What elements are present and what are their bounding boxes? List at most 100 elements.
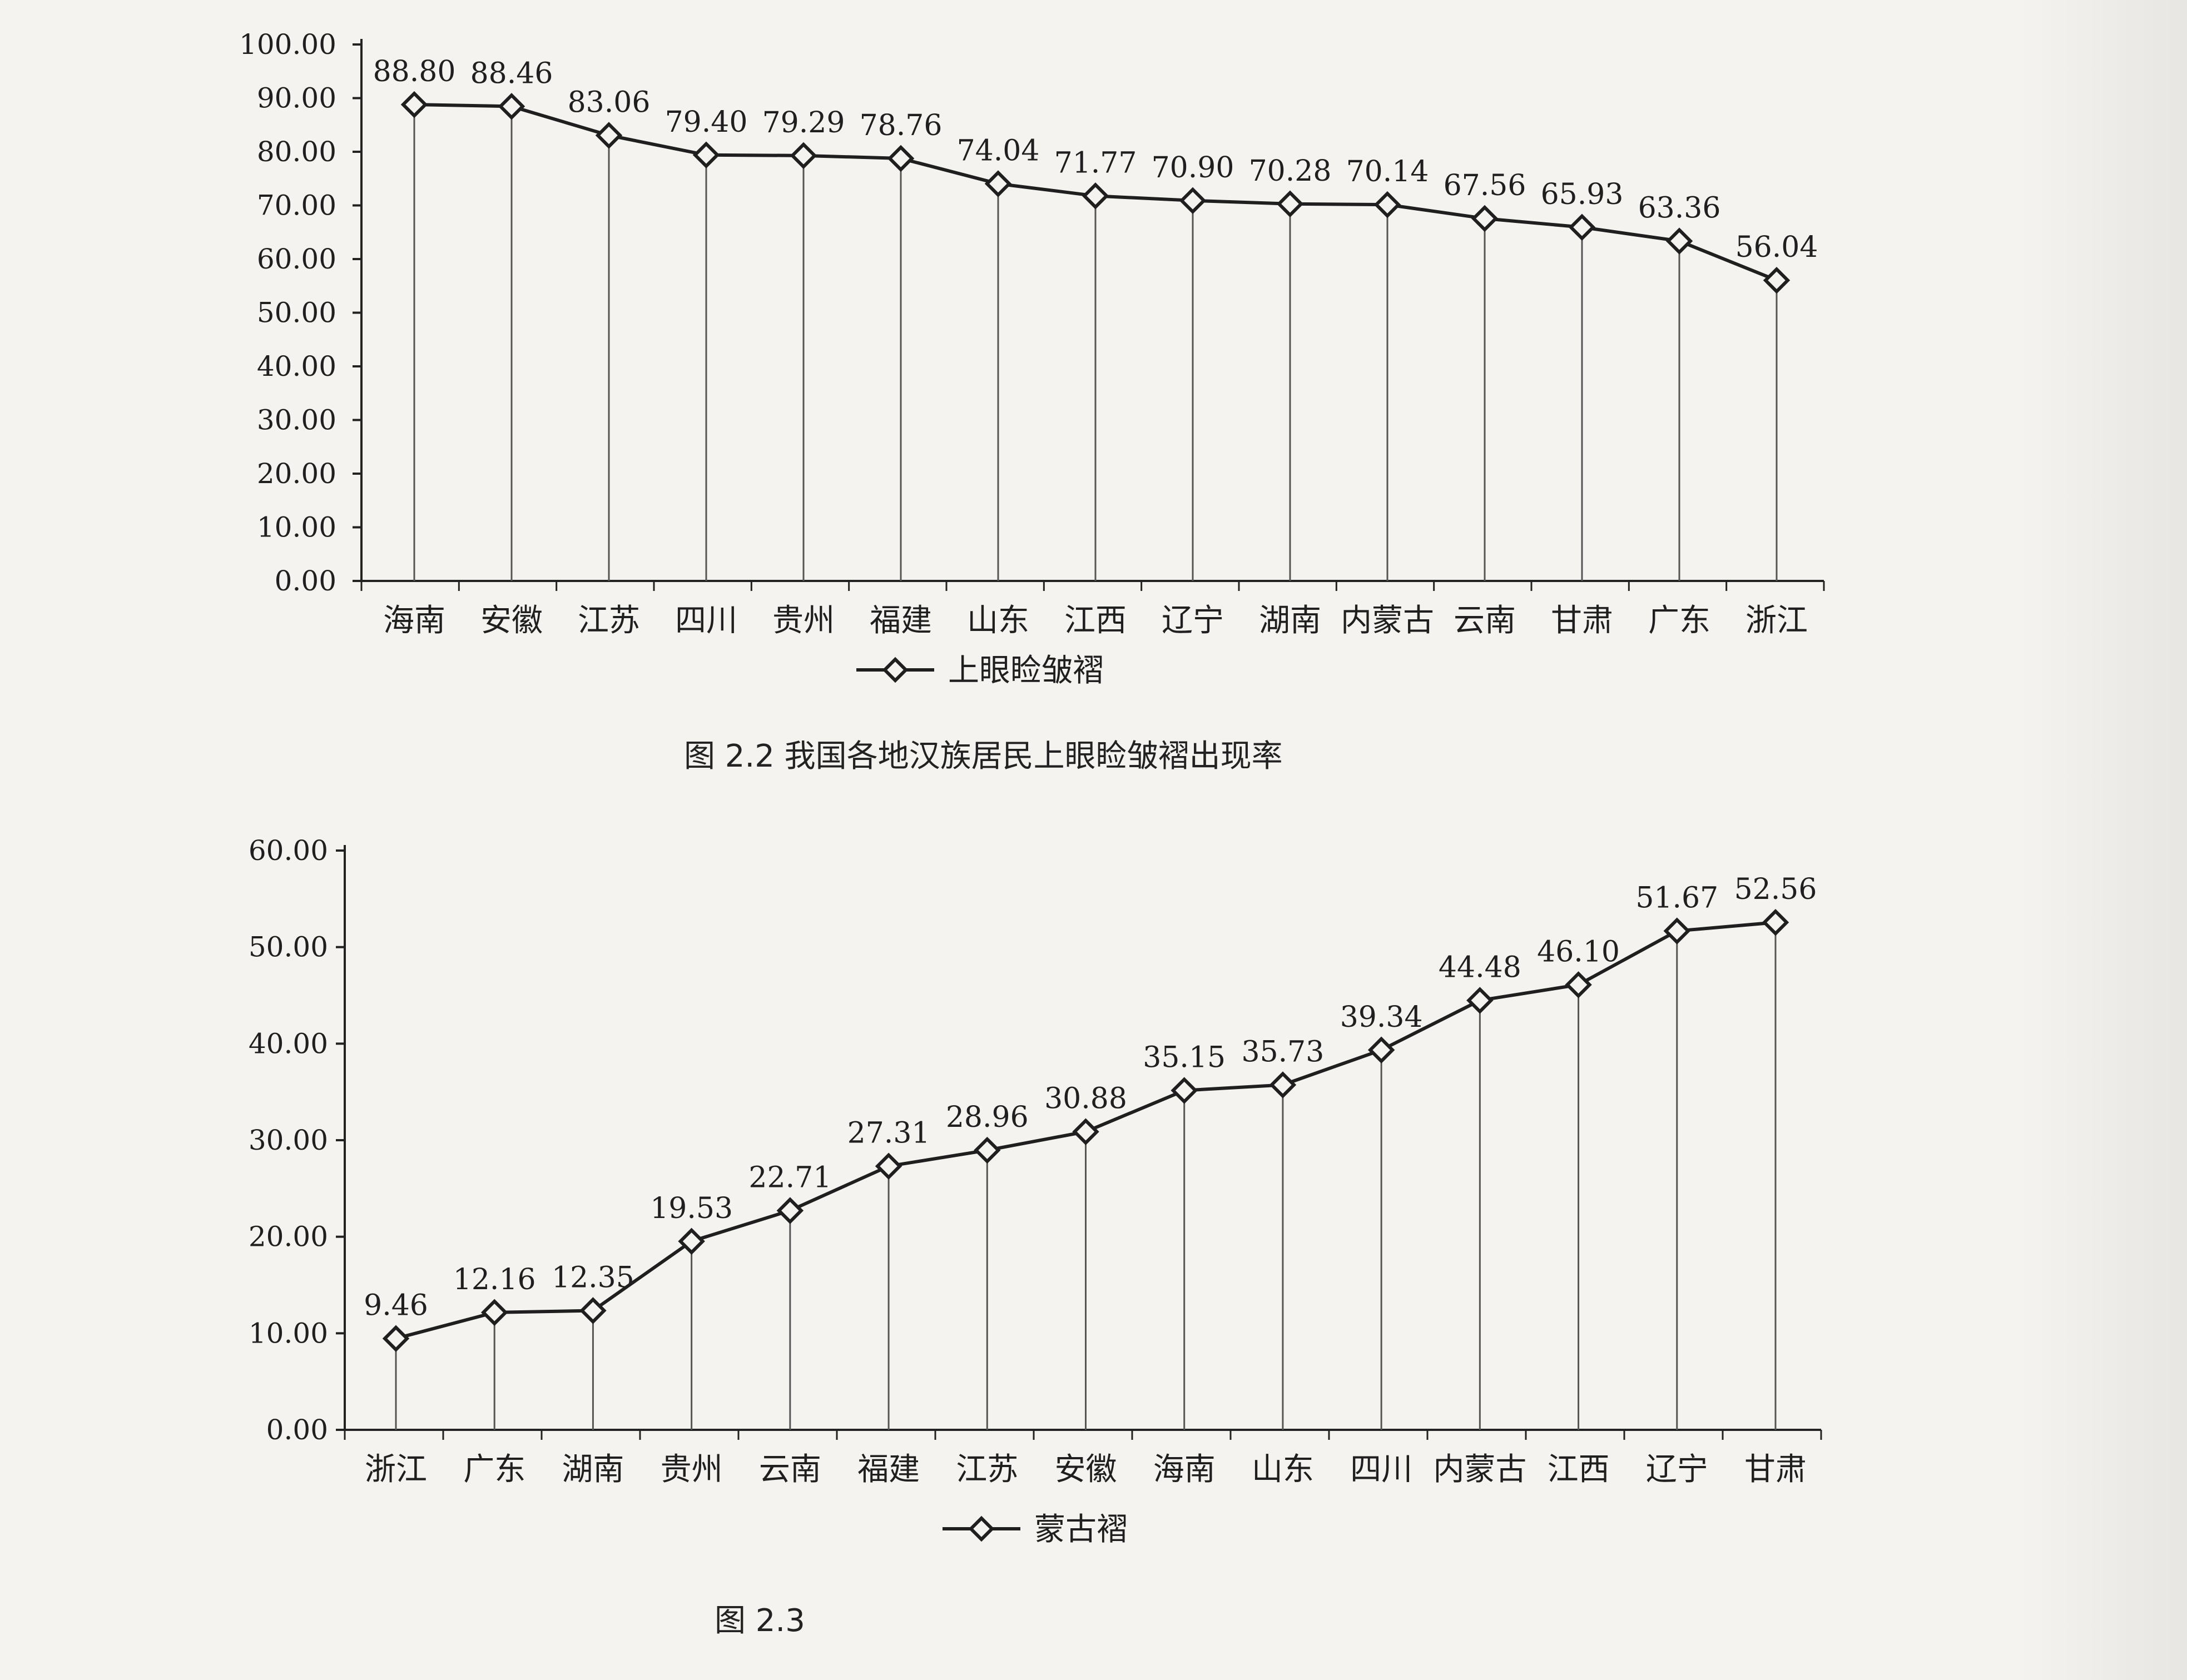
chart2-category-label: 江西 xyxy=(1548,1452,1610,1488)
chart2-data-label: 9.46 xyxy=(364,1289,428,1323)
chart2-category-label: 内蒙古 xyxy=(1433,1452,1526,1488)
chart1-y-tick-label: 70.00 xyxy=(257,190,336,222)
chart2-legend-label: 蒙古褶 xyxy=(1034,1512,1128,1548)
chart1-data-point xyxy=(498,93,525,120)
chart2-category-label: 四川 xyxy=(1350,1452,1412,1488)
chart1-y-tick-label: 90.00 xyxy=(257,82,336,115)
chart2-data-point xyxy=(875,1152,902,1180)
chart2-data-point xyxy=(678,1227,705,1255)
chart2-category-label: 海南 xyxy=(1153,1452,1216,1488)
chart2-data-label: 27.31 xyxy=(847,1117,930,1150)
chart1-data-point xyxy=(1082,182,1109,210)
chart2-category-label: 甘肃 xyxy=(1744,1452,1807,1488)
chart2-y-tick-label: 30.00 xyxy=(249,1124,328,1156)
chart2-data-label: 39.34 xyxy=(1340,1001,1423,1034)
chart2-data-label: 12.35 xyxy=(552,1261,634,1295)
chart2-data-point xyxy=(974,1136,1001,1164)
chart1-data-label: 79.40 xyxy=(665,106,748,139)
chart1-data-label: 88.46 xyxy=(470,57,553,90)
chart2-data-point xyxy=(1367,1036,1395,1064)
chart2-data-label: 35.73 xyxy=(1241,1035,1324,1068)
chart2-y-tick-label: 0.00 xyxy=(266,1414,328,1446)
chart1-data-point xyxy=(1179,187,1207,215)
chart1-data-label: 67.56 xyxy=(1444,169,1526,202)
chart2-y-tick-label: 40.00 xyxy=(249,1027,328,1060)
chart1-data-label: 79.29 xyxy=(762,106,845,140)
chart1-data-label: 65.93 xyxy=(1541,178,1624,211)
chart1-category-label: 江西 xyxy=(1064,603,1127,639)
chart1-y-tick-label: 0.00 xyxy=(275,565,336,597)
chart1-legend-label: 上眼睑皱褶 xyxy=(948,653,1104,689)
chart2-category-label: 山东 xyxy=(1252,1452,1314,1488)
chart1-data-point xyxy=(692,141,720,169)
chart2-data-label: 22.71 xyxy=(748,1161,831,1195)
chart1-data-point xyxy=(984,170,1012,197)
chart2-data-label: 52.56 xyxy=(1734,873,1817,906)
chart2-category-label: 湖南 xyxy=(562,1452,624,1488)
chart1-data-point xyxy=(1373,191,1401,218)
chart1-y-tick-label: 50.00 xyxy=(257,297,336,329)
chart2-category-label: 浙江 xyxy=(365,1452,427,1488)
chart2-data-label: 28.96 xyxy=(946,1101,1029,1134)
chart1-y-tick-label: 10.00 xyxy=(257,511,336,544)
chart2-data-point xyxy=(1663,917,1691,945)
chart2-data-label: 51.67 xyxy=(1635,882,1718,915)
chart1-data-point xyxy=(595,122,623,149)
chart2-category-label: 广东 xyxy=(463,1452,525,1488)
chart2-data-point xyxy=(579,1297,607,1324)
chart2-legend-marker xyxy=(968,1515,995,1542)
chart1-data-label: 70.90 xyxy=(1152,151,1234,185)
chart1-data-label: 56.04 xyxy=(1735,231,1818,264)
chart2-data-point xyxy=(1171,1077,1198,1104)
chart2-y-tick-label: 60.00 xyxy=(249,834,328,867)
chart1-category-label: 浙江 xyxy=(1745,603,1808,639)
chart2-data-point xyxy=(382,1325,410,1352)
chart2-data-label: 30.88 xyxy=(1044,1082,1127,1116)
chart2-data-point xyxy=(1762,908,1789,936)
chart1-category-label: 辽宁 xyxy=(1162,603,1224,639)
chart2-data-point xyxy=(776,1197,804,1224)
chart1-y-tick-label: 80.00 xyxy=(257,136,336,168)
chart1-category-label: 福建 xyxy=(870,603,932,639)
chart1-category-label: 贵州 xyxy=(772,603,835,639)
chart1-data-point xyxy=(1665,227,1693,255)
chart-2-caption: 图 2.3 xyxy=(715,1603,805,1639)
chart1-category-label: 山东 xyxy=(967,603,1029,639)
chart1-category-label: 四川 xyxy=(675,603,737,639)
chart2-data-point xyxy=(1466,987,1494,1014)
chart1-y-tick-label: 30.00 xyxy=(257,404,336,436)
chart1-data-label: 83.06 xyxy=(568,86,651,119)
chart1-data-point xyxy=(790,142,817,170)
chart2-y-tick-label: 20.00 xyxy=(249,1221,328,1253)
chart1-data-label: 71.77 xyxy=(1054,146,1137,180)
chart1-category-label: 云南 xyxy=(1454,603,1516,639)
chart1-category-label: 海南 xyxy=(383,603,445,639)
chart2-data-point xyxy=(1269,1071,1297,1099)
chart2-category-label: 辽宁 xyxy=(1646,1452,1708,1488)
chart1-data-label: 63.36 xyxy=(1638,192,1721,225)
chart1-data-label: 74.04 xyxy=(957,135,1040,168)
chart1-y-tick-label: 20.00 xyxy=(257,458,336,490)
chart2-data-point xyxy=(480,1299,508,1326)
chart2-data-point xyxy=(1072,1118,1099,1145)
chart1-data-point xyxy=(1471,205,1499,232)
chart1-category-label: 内蒙古 xyxy=(1341,603,1434,639)
chart2-data-label: 12.16 xyxy=(453,1263,536,1296)
chart1-y-tick-label: 100.00 xyxy=(239,28,336,61)
chart1-data-point xyxy=(1568,213,1596,241)
chart1-data-point xyxy=(400,91,428,118)
chart1-data-label: 70.14 xyxy=(1346,155,1429,188)
chart2-data-label: 19.53 xyxy=(650,1192,733,1225)
chart2-data-point xyxy=(1565,971,1592,998)
chart1-data-point xyxy=(887,145,915,172)
chart1-category-label: 江苏 xyxy=(578,603,640,639)
chart1-data-point xyxy=(1763,266,1791,294)
chart1-y-tick-label: 60.00 xyxy=(257,243,336,275)
chart1-category-label: 安徽 xyxy=(480,603,543,639)
chart2-y-tick-label: 10.00 xyxy=(249,1317,328,1349)
chart2-data-label: 35.15 xyxy=(1143,1041,1226,1075)
chart2-category-label: 贵州 xyxy=(661,1452,723,1488)
chart2-data-label: 46.10 xyxy=(1537,935,1620,968)
